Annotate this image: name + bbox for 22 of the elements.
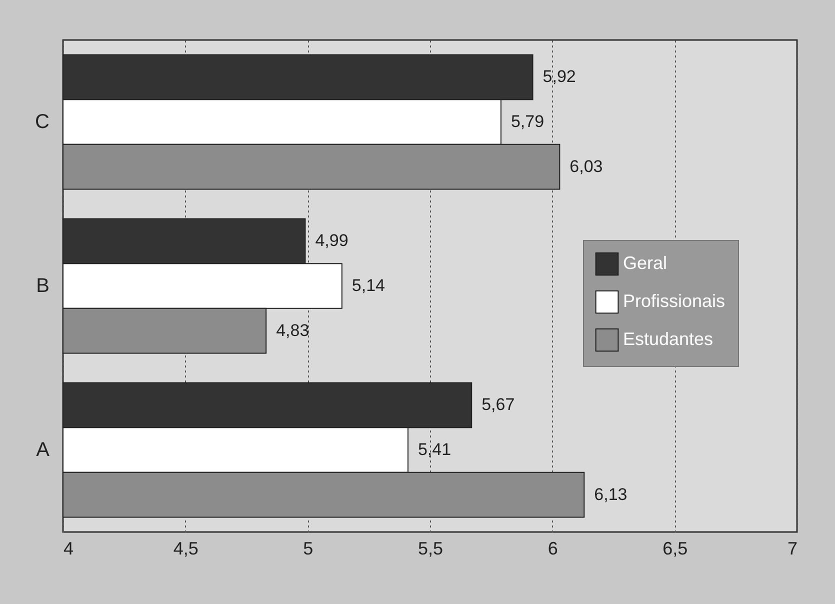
legend-label: Estudantes (623, 329, 714, 349)
x-tick-label: 5 (303, 538, 314, 558)
x-tick-label: 6 (548, 538, 558, 558)
y-tick-label: C (35, 111, 50, 133)
data-label: 6,13 (594, 484, 628, 504)
x-tick-label: 6,5 (662, 538, 688, 558)
data-label: 4,99 (315, 231, 348, 250)
legend-label: Geral (623, 253, 668, 273)
data-label: 5,14 (352, 276, 386, 295)
x-tick-label: 5,5 (418, 538, 444, 558)
x-tick-label: 4 (64, 538, 74, 558)
data-label: 5,79 (510, 112, 544, 131)
data-label: 5,92 (542, 67, 576, 86)
x-tick-label: 4,5 (173, 538, 198, 558)
y-tick-label: A (36, 439, 50, 461)
legend-label: Profissionais (623, 291, 726, 311)
data-label: 4,83 (276, 320, 310, 340)
x-tick-label: 7 (787, 538, 798, 558)
y-tick-label: B (36, 275, 50, 297)
data-label: 5,67 (482, 395, 515, 414)
data-label: 6,03 (570, 156, 603, 176)
data-label: 5,41 (418, 440, 452, 459)
